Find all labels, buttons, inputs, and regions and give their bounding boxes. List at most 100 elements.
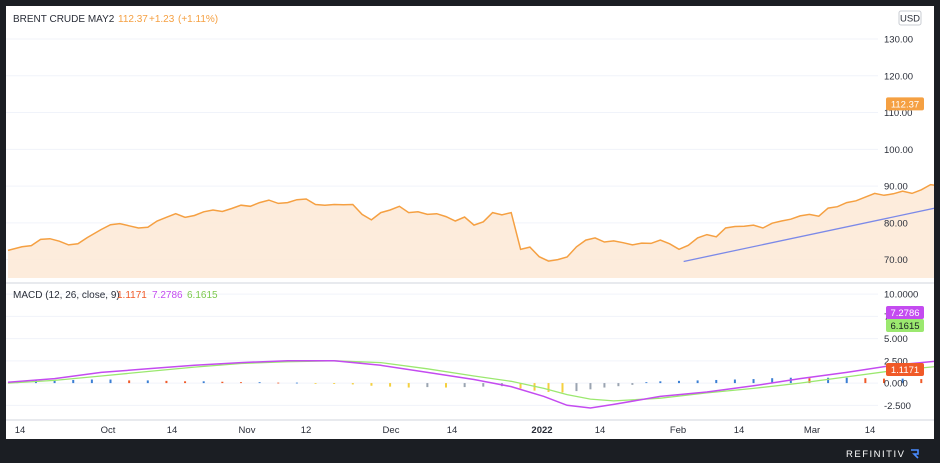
histogram-bar bbox=[445, 383, 447, 388]
trend-line[interactable] bbox=[683, 141, 934, 263]
histogram-bar bbox=[202, 381, 205, 384]
time-tick-label: 14 bbox=[167, 425, 178, 436]
time-tick-label: 12 bbox=[301, 425, 312, 436]
histogram-bar bbox=[827, 377, 830, 384]
price-change-value: +1.23 bbox=[149, 14, 175, 25]
time-tick-label: 2022 bbox=[531, 425, 552, 436]
histogram-bar bbox=[333, 383, 336, 384]
histogram-bar bbox=[277, 382, 280, 384]
histogram-bar bbox=[314, 383, 317, 384]
time-tick-label: 14 bbox=[865, 425, 876, 436]
price-axis[interactable]: 70.00 80.00 90.00 100.00 110.00 120.00 130.00 bbox=[884, 35, 913, 267]
histogram-bar bbox=[677, 380, 680, 384]
signal-last-label: 6.1615 bbox=[890, 321, 919, 332]
histogram-bar bbox=[295, 382, 298, 384]
histogram-bar bbox=[771, 378, 774, 384]
macd-tick-label: 10.0000 bbox=[884, 290, 918, 301]
histogram-bar bbox=[645, 382, 648, 384]
histogram-bar bbox=[589, 383, 592, 390]
price-tick-label: 90.00 bbox=[884, 182, 908, 193]
histogram-bar bbox=[370, 383, 373, 386]
histogram-bar bbox=[808, 378, 811, 384]
histogram-bar bbox=[547, 383, 550, 392]
histogram-bar bbox=[239, 382, 242, 384]
histogram-bar bbox=[351, 383, 354, 385]
brand-name: REFINITIV bbox=[846, 448, 906, 460]
price-tick-label: 80.00 bbox=[884, 218, 908, 229]
macd-signal-value: 6.1615 bbox=[187, 290, 218, 301]
histogram-bar bbox=[901, 378, 904, 384]
price-tick-label: 120.00 bbox=[884, 71, 913, 82]
histogram-bar bbox=[389, 383, 392, 387]
brand-mark-icon bbox=[911, 449, 920, 459]
macd-gridlines bbox=[6, 293, 878, 406]
histogram-bar bbox=[733, 379, 736, 384]
histogram-bar bbox=[519, 383, 522, 389]
histogram-bar bbox=[258, 382, 261, 384]
currency-badge[interactable]: USD bbox=[898, 10, 922, 26]
histogram-bar bbox=[920, 379, 923, 384]
price-tick-label: 100.00 bbox=[884, 145, 913, 156]
macd-line bbox=[7, 360, 934, 409]
macd-tick-label: 5.000 bbox=[884, 334, 908, 345]
time-tick-label: 14 bbox=[15, 425, 26, 436]
macd-histogram bbox=[16, 377, 923, 393]
histogram-bar bbox=[561, 383, 564, 393]
price-tick-label: 110.00 bbox=[884, 108, 912, 119]
price-tick-label: 70.00 bbox=[884, 255, 908, 266]
macd-last-badges: 7.2786 6.1615 1.1171 bbox=[886, 306, 924, 376]
histogram-bar bbox=[72, 379, 75, 384]
histogram-bar bbox=[752, 379, 755, 384]
time-tick-label: Feb bbox=[670, 425, 686, 436]
histogram-bar bbox=[659, 381, 662, 384]
price-legend: BRENT CRUDE MAY2 112.37 +1.23 (+1.11%) bbox=[13, 14, 218, 25]
time-tick-label: 14 bbox=[595, 425, 606, 436]
histogram-bar bbox=[221, 381, 224, 384]
price-panel[interactable]: 70.0080.0090.00100.00110.00120.00130.00 … bbox=[6, 35, 934, 278]
histogram-bar bbox=[482, 383, 485, 387]
macd-title: MACD (12, 26, close, 9) bbox=[13, 290, 120, 301]
macd-tick-label: 2.500 bbox=[884, 356, 908, 367]
currency-label: USD bbox=[900, 14, 920, 25]
price-last-badge: 112.37 bbox=[886, 97, 924, 111]
histogram-bar bbox=[53, 379, 56, 384]
macd-tick-label: 0.000 bbox=[884, 379, 908, 390]
price-change-percent: (+1.11%) bbox=[178, 14, 218, 25]
macd-line-value: 7.2786 bbox=[152, 290, 183, 301]
histogram-bar bbox=[696, 380, 699, 384]
time-tick-label: Oct bbox=[101, 425, 116, 436]
histogram-bar bbox=[407, 383, 410, 388]
chart-canvas[interactable]: 70.0080.0090.00100.00110.00120.00130.00 … bbox=[6, 6, 934, 439]
histogram-bar bbox=[575, 383, 578, 392]
brand-logo: REFINITIV bbox=[846, 447, 920, 461]
time-tick-label: 14 bbox=[734, 425, 745, 436]
macd-hist-value: 1.1171 bbox=[117, 290, 147, 301]
histogram-bar bbox=[90, 379, 93, 384]
price-area-fill bbox=[8, 184, 934, 278]
histogram-bar bbox=[109, 379, 112, 384]
histogram-bar bbox=[845, 377, 848, 384]
time-tick-label: Mar bbox=[804, 425, 820, 436]
currency-badge-box bbox=[898, 10, 922, 26]
price-last-label: 112.37 bbox=[891, 99, 919, 110]
time-tick-label: Dec bbox=[383, 425, 400, 436]
macd-last-label: 7.2786 bbox=[890, 308, 919, 319]
histogram-bar bbox=[463, 383, 466, 388]
macd-legend: MACD (12, 26, close, 9) 1.1171 7.2786 6.… bbox=[13, 290, 218, 301]
histogram-bar bbox=[883, 378, 885, 384]
time-axis[interactable]: 14 Oct 14 Nov 12 Dec 14 2022 14 Feb 14 Mar 14 bbox=[15, 425, 876, 436]
symbol-label: BRENT CRUDE MAY2 bbox=[13, 14, 115, 25]
macd-tick-label: -2.500 bbox=[884, 401, 911, 412]
price-line bbox=[7, 183, 934, 262]
price-tick-label: 130.00 bbox=[884, 35, 913, 46]
histogram-bar bbox=[128, 380, 131, 384]
histogram-bar bbox=[631, 383, 634, 385]
histogram-last-label: 1.1171 bbox=[891, 365, 919, 376]
histogram-bar bbox=[184, 381, 187, 384]
histogram-bar bbox=[165, 380, 168, 384]
histogram-bar bbox=[864, 378, 867, 384]
histogram-bar bbox=[617, 383, 620, 387]
signal-line bbox=[7, 360, 934, 402]
